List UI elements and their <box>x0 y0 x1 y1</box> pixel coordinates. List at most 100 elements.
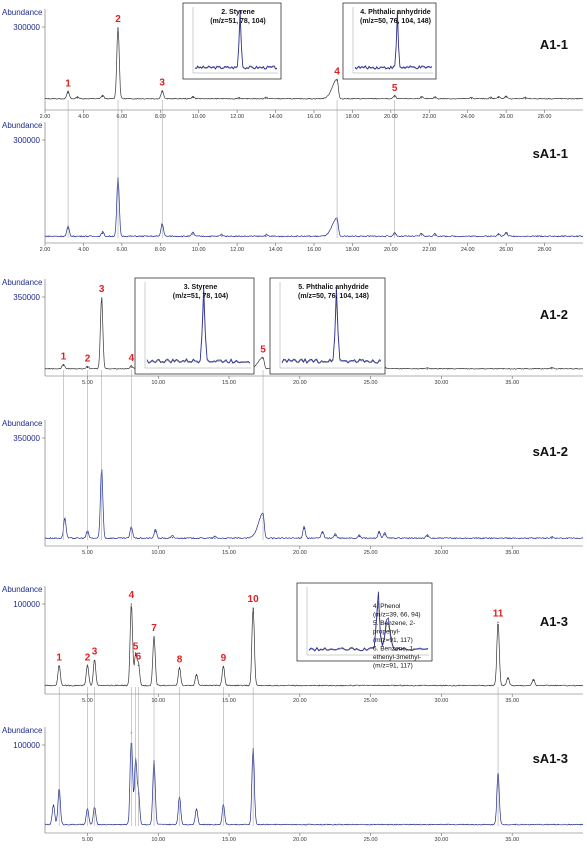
inset-caption-line: (m/z=39, 66, 94) <box>373 612 421 619</box>
inset-spectrum: 4. Phenol (m/z=39, 66, 94)5. Benzene, 2- p… <box>296 582 433 670</box>
inset-trace <box>194 10 278 70</box>
inset-caption-line: (m/z=91, 117) <box>373 637 413 644</box>
peak-number-label: 3 <box>99 284 105 295</box>
inset-trace <box>146 286 251 364</box>
peak-apex-point <box>192 96 194 99</box>
peak-apex-point <box>195 674 198 676</box>
peak-number-label: 2 <box>85 353 91 364</box>
peak-number-label: 9 <box>221 653 227 664</box>
peak-apex-point <box>426 535 428 538</box>
inset-caption-line: 6. Benzene, 1- <box>373 646 415 653</box>
x-tick-label: 5.00 <box>82 837 93 843</box>
peak-number-label: 4 <box>129 353 135 364</box>
y-tick-label: 300000 <box>13 136 40 145</box>
peak-apex-point <box>421 234 423 236</box>
x-tick-label: 35.00 <box>505 550 519 556</box>
chromatogram-trace <box>44 743 584 826</box>
inset-caption-line: 5. Benzene, 2- <box>373 620 415 627</box>
x-tick-label: 20.00 <box>293 380 307 386</box>
inset-caption-line: propenyl- <box>373 629 400 636</box>
peak-apex-point <box>52 805 55 807</box>
peak-apex-point <box>497 96 500 99</box>
x-tick-label: 15.00 <box>222 380 236 386</box>
peak-number-label: 3 <box>92 646 98 657</box>
peak-apex-point <box>93 659 96 662</box>
x-tick-label: 20.00 <box>293 550 307 556</box>
peak-apex-point <box>470 97 473 100</box>
chromatogram-panel-sa1-2: Abundance 350000 5.00 10.00 15.00 20.00 25.00 3… <box>2 419 584 556</box>
x-tick-label: 4.00 <box>78 247 89 253</box>
inset-trace-secondary <box>146 298 251 364</box>
x-tick-label: 10.00 <box>192 114 206 120</box>
inset-caption-line: 4. Phenol <box>373 603 401 610</box>
peak-apex-point <box>265 97 267 100</box>
peak-apex-point <box>67 92 69 94</box>
peak-apex-point <box>137 664 140 667</box>
peak-apex-point <box>64 519 66 521</box>
x-tick-label: 15.00 <box>222 837 236 843</box>
peak-apex-point <box>77 97 79 99</box>
x-tick-label: 26.00 <box>499 114 513 120</box>
peak-apex-point <box>171 537 174 539</box>
peak-apex-point <box>153 636 155 638</box>
peak-apex-point <box>378 532 380 534</box>
peak-apex-point <box>117 27 119 29</box>
x-tick-label: 22.00 <box>422 114 436 120</box>
sample-label: A1-1 <box>540 37 568 52</box>
peak-apex-point <box>507 678 509 680</box>
y-axis-label: Abundance <box>2 8 43 17</box>
peak-apex-point <box>262 357 264 360</box>
inset-subtitle: (m/z=50, 76, 104, 148) <box>298 293 369 300</box>
x-tick-label: 10.00 <box>151 380 165 386</box>
peak-number-label: 1 <box>61 351 67 362</box>
sample-label: A1-2 <box>540 307 568 322</box>
peak-apex-point <box>222 666 224 668</box>
sample-label: sA1-1 <box>533 146 568 161</box>
inset-spectrum: 5. Phthalic anhydride (m/z=50, 76, 104, 1… <box>269 277 386 375</box>
x-tick-label: 8.00 <box>155 247 166 253</box>
peak-number-label: 8 <box>177 655 183 666</box>
peak-apex-point <box>195 809 198 811</box>
peak-apex-point <box>532 679 535 681</box>
peak-apex-point <box>551 537 553 539</box>
peak-apex-point <box>135 654 137 657</box>
peak-number-label: 2 <box>115 14 121 25</box>
peak-apex-point <box>421 97 423 99</box>
inset-trace-secondary <box>308 600 429 652</box>
peak-apex-point <box>178 668 181 670</box>
x-tick-label: 4.00 <box>78 114 89 120</box>
peak-apex-point <box>130 603 132 605</box>
inset-title: 3. Styrene <box>184 284 218 291</box>
peak-apex-point <box>384 534 386 536</box>
y-tick-label: 300000 <box>13 23 40 32</box>
inset-trace-secondary <box>281 298 382 364</box>
x-tick-label: 20.00 <box>293 698 307 704</box>
peak-apex-point <box>497 621 499 623</box>
inset-frame <box>269 277 386 375</box>
peak-number-label: 5 <box>392 83 398 94</box>
peak-number-label: 1 <box>65 79 71 90</box>
peak-apex-point <box>154 530 157 532</box>
sample-label: sA1-3 <box>533 751 568 766</box>
x-tick-label: 35.00 <box>505 837 519 843</box>
x-tick-label: 14.00 <box>269 247 283 253</box>
x-tick-label: 16.00 <box>307 247 321 253</box>
chromatogram-panel-sa1-3: Abundance 100000 5.00 10.00 15.00 20.00 25.00 3… <box>2 726 584 843</box>
peak-apex-point <box>524 98 526 100</box>
x-tick-label: 20.00 <box>384 114 398 120</box>
y-tick-label: 350000 <box>13 293 40 302</box>
peak-apex-point <box>303 527 305 529</box>
peak-number-label: 4 <box>129 590 135 601</box>
peak-apex-point <box>336 79 338 82</box>
inset-trace-secondary <box>194 19 278 70</box>
x-tick-label: 25.00 <box>364 550 378 556</box>
chromatogram-panel-sa1-1: Abundance 300000 2.00 4.00 6.00 8.00 10.00 12.0… <box>2 121 584 253</box>
x-tick-label: 16.00 <box>307 114 321 120</box>
x-tick-label: 35.00 <box>505 698 519 704</box>
inset-subtitle: (m/z=51, 78, 104) <box>173 293 228 300</box>
y-tick-label: 100000 <box>13 600 40 609</box>
x-tick-label: 6.00 <box>116 114 127 120</box>
y-axis-label: Abundance <box>2 278 43 287</box>
x-tick-label: 35.00 <box>505 380 519 386</box>
